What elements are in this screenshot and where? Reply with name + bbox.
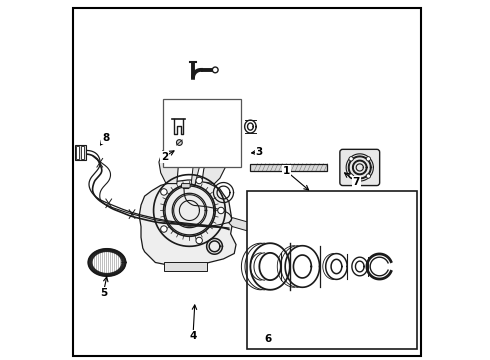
Bar bbox=[250, 163, 327, 171]
Polygon shape bbox=[202, 135, 242, 184]
Circle shape bbox=[366, 174, 370, 178]
Circle shape bbox=[176, 140, 182, 145]
Text: 1: 1 bbox=[283, 166, 290, 176]
Bar bbox=[81, 146, 84, 159]
Bar bbox=[163, 99, 242, 167]
FancyBboxPatch shape bbox=[340, 149, 380, 185]
Text: 7: 7 bbox=[352, 177, 360, 187]
Polygon shape bbox=[159, 140, 182, 184]
Bar bbox=[164, 262, 207, 271]
Circle shape bbox=[196, 177, 202, 184]
Bar bbox=[74, 145, 86, 160]
Circle shape bbox=[161, 226, 167, 232]
Circle shape bbox=[366, 157, 370, 161]
Bar bbox=[76, 146, 79, 159]
Text: 5: 5 bbox=[100, 288, 107, 298]
Circle shape bbox=[349, 157, 353, 161]
Bar bbox=[247, 191, 417, 348]
FancyBboxPatch shape bbox=[181, 184, 190, 188]
Polygon shape bbox=[191, 140, 213, 185]
Circle shape bbox=[218, 207, 224, 214]
Polygon shape bbox=[229, 218, 252, 232]
Text: 2: 2 bbox=[161, 152, 168, 162]
Polygon shape bbox=[139, 180, 236, 266]
Text: 3: 3 bbox=[256, 147, 263, 157]
Circle shape bbox=[161, 189, 167, 195]
Text: 4: 4 bbox=[189, 331, 196, 341]
Circle shape bbox=[212, 67, 218, 73]
Text: 6: 6 bbox=[265, 333, 272, 343]
Text: 8: 8 bbox=[102, 133, 109, 143]
Circle shape bbox=[349, 174, 353, 178]
Circle shape bbox=[196, 237, 202, 244]
